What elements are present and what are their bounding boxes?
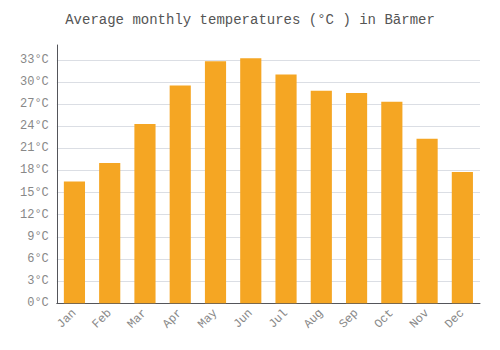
svg-text:33°C: 33°C xyxy=(20,53,49,67)
svg-text:30°C: 30°C xyxy=(20,75,49,89)
svg-text:Oct: Oct xyxy=(372,306,397,331)
svg-text:15°C: 15°C xyxy=(20,186,49,200)
svg-text:9°C: 9°C xyxy=(27,230,49,244)
svg-text:3°C: 3°C xyxy=(27,274,49,288)
svg-text:27°C: 27°C xyxy=(20,97,49,111)
svg-text:18°C: 18°C xyxy=(20,163,49,177)
svg-text:Jan: Jan xyxy=(54,306,79,331)
svg-text:Sep: Sep xyxy=(336,306,361,331)
svg-text:May: May xyxy=(195,306,220,331)
svg-text:6°C: 6°C xyxy=(27,252,49,266)
svg-text:Nov: Nov xyxy=(407,306,432,331)
svg-text:Jun: Jun xyxy=(231,306,256,331)
svg-text:Feb: Feb xyxy=(89,306,114,331)
svg-text:Average monthly temperatures (: Average monthly temperatures (°C ) in Bā… xyxy=(65,12,435,28)
svg-text:12°C: 12°C xyxy=(20,208,49,222)
svg-text:Mar: Mar xyxy=(125,306,150,331)
svg-text:Aug: Aug xyxy=(301,306,326,331)
svg-text:Apr: Apr xyxy=(160,306,185,331)
svg-text:Dec: Dec xyxy=(442,306,467,331)
svg-text:Jul: Jul xyxy=(266,306,291,331)
svg-text:24°C: 24°C xyxy=(20,119,49,133)
svg-text:0°C: 0°C xyxy=(27,296,49,310)
svg-text:21°C: 21°C xyxy=(20,141,49,155)
